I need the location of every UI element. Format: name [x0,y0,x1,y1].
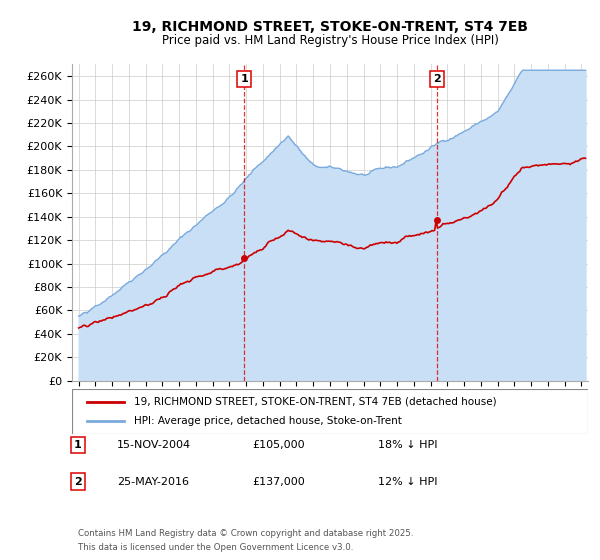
Text: 1: 1 [241,73,248,83]
Text: 19, RICHMOND STREET, STOKE-ON-TRENT, ST4 7EB (detached house): 19, RICHMOND STREET, STOKE-ON-TRENT, ST4… [134,396,497,407]
Text: Price paid vs. HM Land Registry's House Price Index (HPI): Price paid vs. HM Land Registry's House … [161,34,499,46]
Text: £137,000: £137,000 [252,477,305,487]
Text: 2: 2 [433,73,441,83]
Text: This data is licensed under the Open Government Licence v3.0.: This data is licensed under the Open Gov… [78,543,353,552]
Text: 19, RICHMOND STREET, STOKE-ON-TRENT, ST4 7EB: 19, RICHMOND STREET, STOKE-ON-TRENT, ST4… [132,20,528,34]
Text: HPI: Average price, detached house, Stoke-on-Trent: HPI: Average price, detached house, Stok… [134,417,402,427]
Text: 12% ↓ HPI: 12% ↓ HPI [378,477,437,487]
Text: 25-MAY-2016: 25-MAY-2016 [117,477,189,487]
Text: 1: 1 [74,440,82,450]
Text: 18% ↓ HPI: 18% ↓ HPI [378,440,437,450]
Text: 2: 2 [74,477,82,487]
Text: Contains HM Land Registry data © Crown copyright and database right 2025.: Contains HM Land Registry data © Crown c… [78,529,413,538]
Text: £105,000: £105,000 [252,440,305,450]
Text: 15-NOV-2004: 15-NOV-2004 [117,440,191,450]
